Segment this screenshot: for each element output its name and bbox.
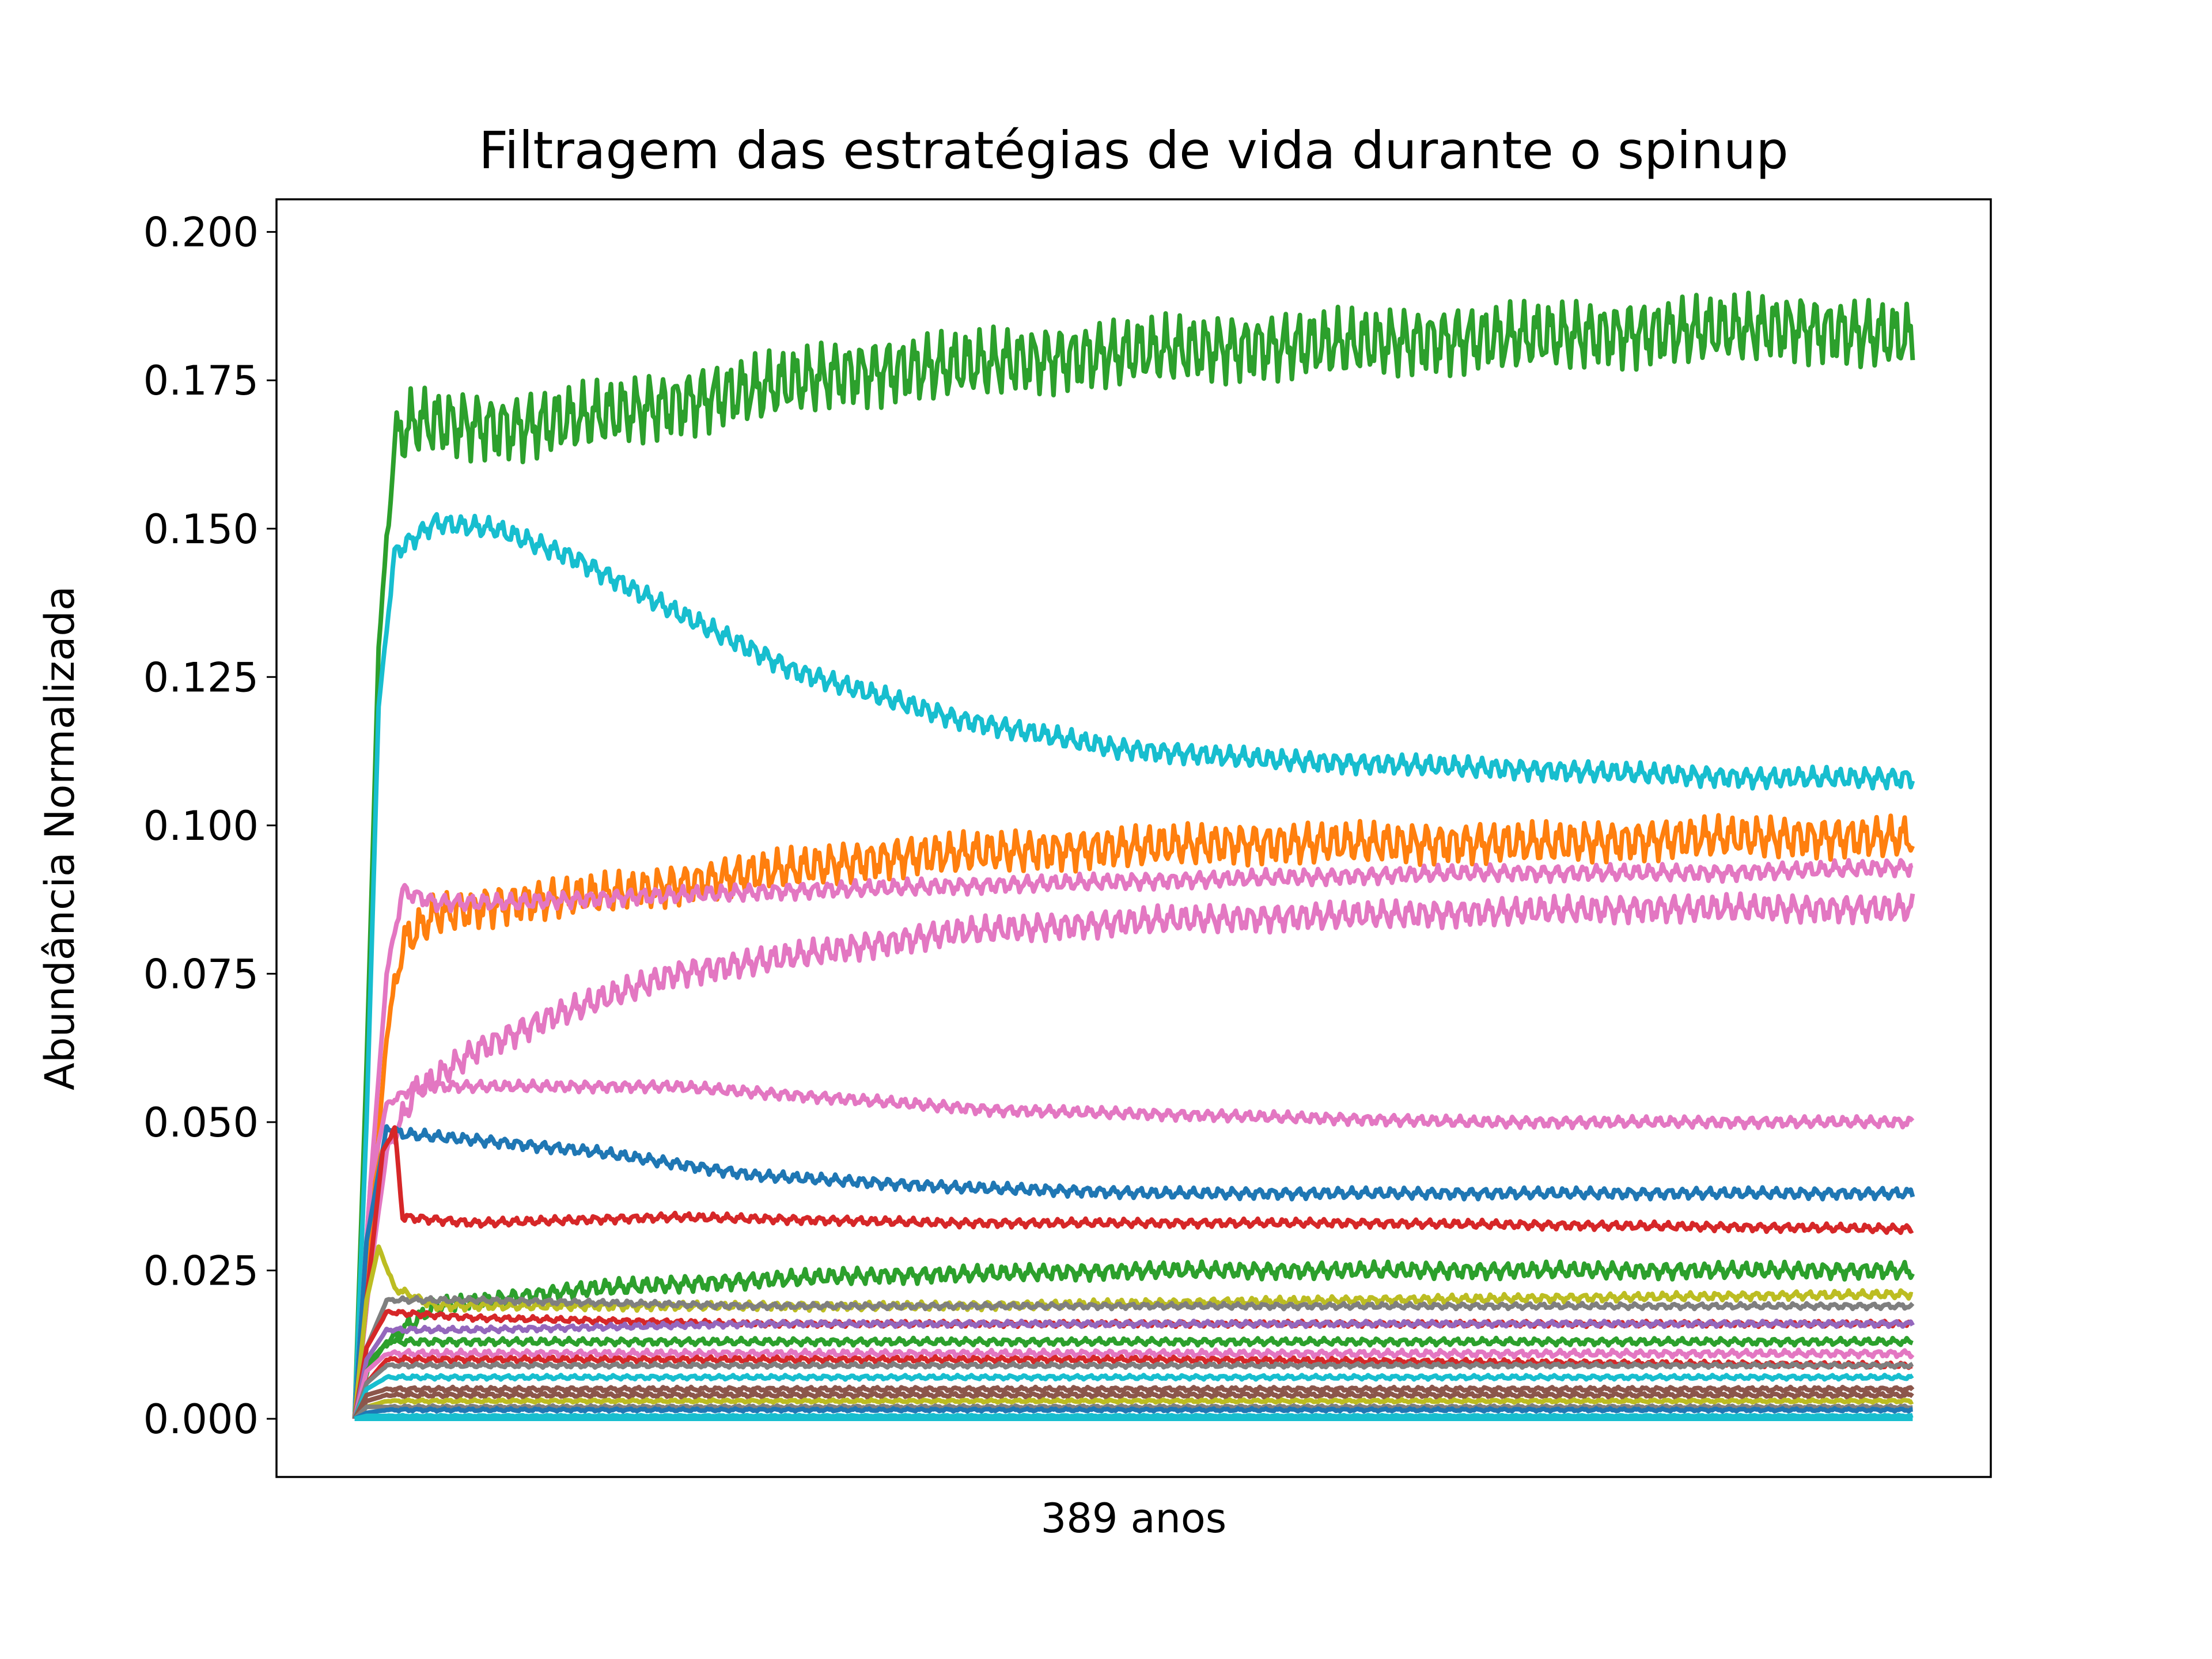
y-tick-label: 0.125: [143, 654, 259, 701]
axes-frame: [275, 198, 1992, 1478]
series-line-19: [353, 1391, 1914, 1421]
y-tick-label: 0.000: [143, 1396, 259, 1443]
y-tick-label: 0.150: [143, 506, 259, 553]
series-line-3: [352, 858, 1914, 1419]
series-line-7: [352, 1125, 1914, 1419]
series-line-10: [352, 1295, 1915, 1419]
x-axis-label: 389 anos: [1041, 1495, 1226, 1542]
series-line-18: [353, 1384, 1915, 1420]
chart-title: Filtragem das estratégias de vida durant…: [479, 120, 1789, 180]
y-tick-label: 0.050: [143, 1099, 259, 1146]
y-tick-label: 0.025: [143, 1247, 259, 1294]
series-line-6: [352, 1124, 1915, 1419]
series-line-12: [352, 1319, 1915, 1419]
series-line-1: [352, 512, 1915, 1419]
series-line-13: [352, 1335, 1914, 1419]
y-tick-label: 0.200: [143, 209, 259, 256]
series-line-23: [354, 1412, 1914, 1421]
y-tick-label: 0.175: [143, 357, 259, 404]
series-line-22: [353, 1406, 1913, 1421]
y-tick-label: 0.075: [143, 950, 259, 998]
series-line-0: [352, 290, 1915, 1419]
series-line-8: [352, 1259, 1915, 1420]
series-line-16: [352, 1361, 1914, 1420]
series-layer: [352, 290, 1915, 1421]
series-line-4: [352, 891, 1915, 1419]
series-line-15: [352, 1354, 1913, 1420]
series-line-20: [353, 1397, 1914, 1421]
y-axis-label: Abundância Normalizada: [36, 586, 84, 1090]
y-tick-label: 0.100: [143, 802, 259, 850]
y-ticks: 0.000 0.025 0.050 0.075 0.100 0.125 0.150 0.175…: [143, 209, 276, 1443]
series-line-17: [352, 1373, 1914, 1420]
series-line-5: [352, 1078, 1915, 1419]
series-line-14: [352, 1347, 1915, 1419]
